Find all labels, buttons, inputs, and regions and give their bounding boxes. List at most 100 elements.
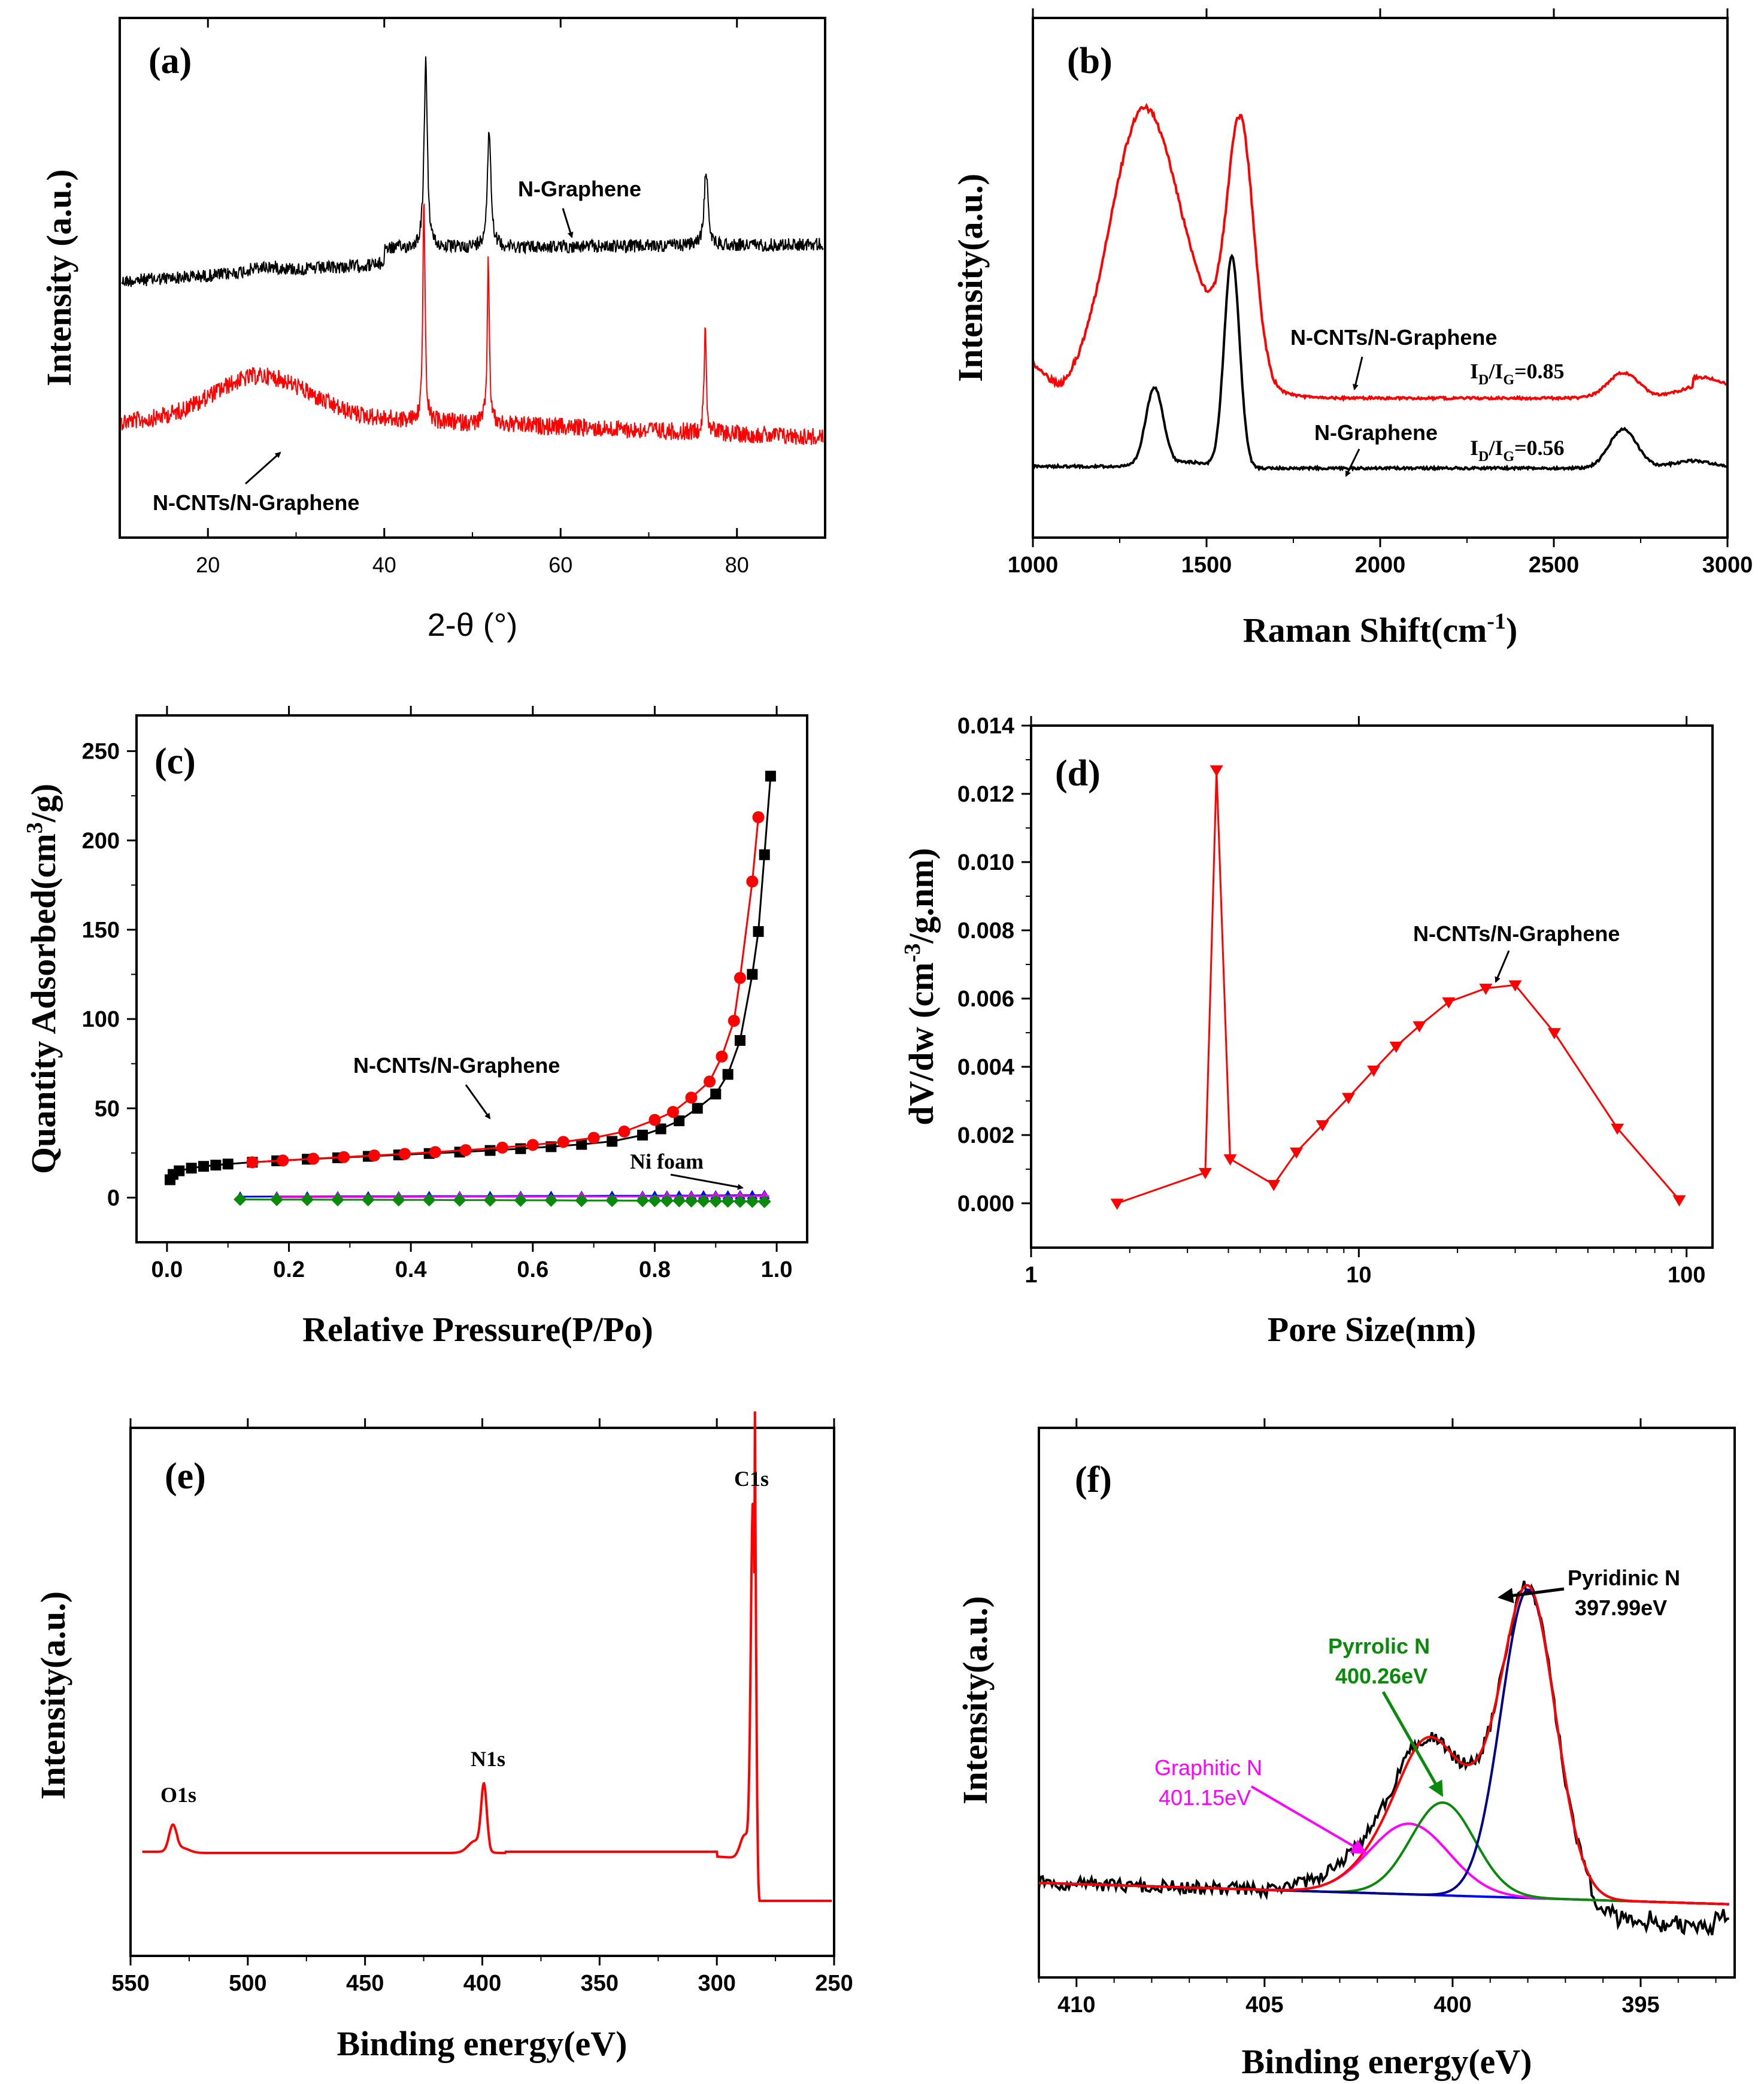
- y-tick-label: 100: [82, 1007, 120, 1032]
- data-point-square: [484, 1145, 496, 1156]
- x-tick-label: 395: [1621, 1992, 1659, 2018]
- data-point-circle: [618, 1126, 631, 1138]
- data-point-triangle-down: [1672, 1195, 1686, 1207]
- x-tick-label: 1: [1025, 1263, 1037, 1288]
- panel-f-xlabel: Binding energy(eV): [1242, 2042, 1532, 2081]
- panel-e-label: (e): [165, 1456, 206, 1497]
- data-point-circle: [557, 1136, 569, 1148]
- x-tick-label: 250: [815, 1971, 853, 1996]
- x-tick-label: 0.6: [517, 1257, 548, 1282]
- panel-f-label-pyrrolic-name: Pyrrolic N: [1328, 1634, 1430, 1658]
- data-point-triangle-down: [1110, 1199, 1124, 1210]
- panel-f-label-graphitic-value: 401.15eV: [1159, 1785, 1251, 1810]
- data-point-diamond: [301, 1193, 314, 1206]
- data-point-square: [576, 1139, 587, 1150]
- x-tick-label: 350: [581, 1971, 619, 1996]
- data-point-circle: [734, 972, 746, 984]
- data-point-diamond: [636, 1194, 650, 1208]
- series-survey: [142, 1411, 832, 1902]
- data-point-diamond: [605, 1194, 619, 1208]
- data-point-circle: [338, 1151, 350, 1163]
- panel-d-frame: [1030, 724, 1714, 1249]
- x-tick-label: 10: [1346, 1263, 1371, 1288]
- data-point-triangle-down: [1442, 997, 1456, 1009]
- panel-a-xrd: 20 40 60 80 (a) N-Graphene N-CNTs/N-Graphen…: [40, 17, 826, 643]
- data-point-diamond: [575, 1194, 589, 1208]
- x-tick-label: 0.8: [639, 1257, 671, 1282]
- panel-b-label: (b): [1067, 41, 1113, 81]
- panel-f-label-pyrrolic-value: 400.26eV: [1335, 1664, 1427, 1688]
- data-point-square: [186, 1163, 197, 1174]
- x-tick-label: 2500: [1529, 553, 1580, 578]
- data-point-circle: [368, 1149, 381, 1162]
- data-point-triangle-down: [1223, 1154, 1237, 1166]
- x-tick-label: 400: [463, 1971, 501, 1996]
- y-tick-label: 0.012: [957, 782, 1014, 807]
- panel-e-annotation-c1s: C1s: [734, 1467, 769, 1491]
- data-point-diamond: [696, 1194, 710, 1208]
- data-point-circle: [429, 1146, 441, 1158]
- panel-c-bet: 0.0 0.2 0.4 0.6 0.8 1.0 0 50 100 150 200 250 (c) N-…: [22, 706, 808, 1349]
- data-point-diamond: [361, 1193, 375, 1207]
- panel-e-annotation-o1s: O1s: [160, 1783, 196, 1807]
- data-point-diamond: [684, 1194, 698, 1208]
- x-tick-label: 400: [1433, 1992, 1471, 2018]
- panel-b-ratio-ncnts: ID/IG=0.85: [1470, 359, 1565, 388]
- x-tick-label: 80: [725, 553, 749, 577]
- x-tick-label: 3000: [1702, 553, 1753, 578]
- data-point-circle: [587, 1132, 600, 1144]
- panel-f-frame: [1038, 1427, 1736, 1979]
- x-tick-label: 0.4: [395, 1257, 427, 1282]
- data-point-square: [210, 1160, 222, 1171]
- data-point-square: [747, 969, 758, 980]
- x-tick-label: 1.0: [761, 1257, 793, 1282]
- panel-b-frame: [1032, 17, 1729, 539]
- x-tick-label: 1500: [1181, 553, 1232, 578]
- series-fit-envelope: [1038, 1584, 1729, 1906]
- x-tick-label: 500: [229, 1971, 266, 1996]
- data-point-circle: [459, 1144, 472, 1157]
- panel-a-label: (a): [148, 41, 192, 81]
- panel-d-xlabel: Pore Size(nm): [1268, 1310, 1476, 1349]
- panel-c-label: (c): [154, 741, 196, 782]
- x-tick-label: 20: [196, 553, 220, 577]
- y-tick-label: 0.004: [957, 1055, 1014, 1080]
- panel-b-ratio-n-graphene: ID/IG=0.56: [1470, 436, 1565, 465]
- series-line-ncnts: [1117, 770, 1680, 1205]
- series-line-1: [252, 817, 759, 1163]
- data-point-circle: [496, 1141, 508, 1154]
- panel-d-annotation-ncnts: N-CNTs/N-Graphene: [1413, 921, 1620, 946]
- panel-c-xlabel: Relative Pressure(P/Po): [302, 1310, 653, 1349]
- data-point-triangle-down: [1290, 1147, 1304, 1159]
- x-tick-label: 0.2: [273, 1257, 305, 1282]
- panel-c-annotation-ni-foam: Ni foam: [630, 1149, 704, 1173]
- panel-f-arrow-graphitic: [1250, 1785, 1368, 1855]
- panel-c-ylabel: Quantity Adsorbed(cm3/g): [22, 784, 63, 1174]
- data-point-circle: [716, 1050, 728, 1063]
- data-point-triangle-down: [1479, 984, 1493, 995]
- data-point-square: [759, 849, 770, 860]
- series-ncnts-n-graphene: [1032, 102, 1727, 402]
- panel-b-ylabel: Intensity(a.u.): [951, 174, 990, 382]
- panel-a-xlabel: 2-θ (°): [428, 607, 518, 643]
- data-point-diamond: [270, 1193, 284, 1206]
- panel-d-pore-size: 1 10 100 0.000 0.002 0.004 0.006 0.008 0.010 0.01…: [900, 714, 1714, 1349]
- panel-a-frame: [119, 17, 826, 539]
- panel-b-annotation-ncnts: N-CNTs/N-Graphene: [1290, 325, 1497, 350]
- panel-a-annotation-ncnts: N-CNTs/N-Graphene: [153, 490, 359, 515]
- series-ncnts-n-graphene: [120, 203, 824, 445]
- panel-e-frame: [129, 1427, 835, 1957]
- y-tick-label: 0.010: [957, 850, 1014, 875]
- data-point-triangle-down: [1413, 1021, 1426, 1033]
- data-point-triangle-down: [1316, 1120, 1329, 1132]
- data-point-square: [674, 1115, 685, 1127]
- data-point-square: [765, 770, 776, 782]
- y-tick-label: 200: [82, 829, 120, 854]
- panel-a-annotation-n-graphene: N-Graphene: [518, 177, 641, 201]
- x-tick-label: 410: [1057, 1992, 1095, 2018]
- data-point-diamond: [757, 1194, 771, 1208]
- series-n-graphene: [121, 56, 824, 287]
- data-point-circle: [685, 1091, 698, 1104]
- panel-a-arrow-ncnts: [244, 451, 281, 485]
